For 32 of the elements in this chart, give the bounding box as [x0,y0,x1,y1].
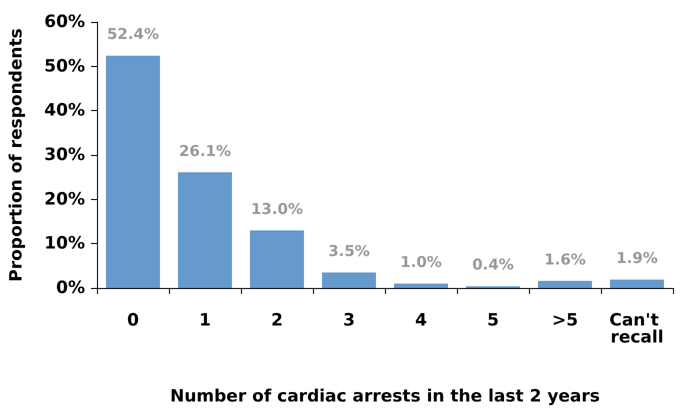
data-label: 52.4% [106,25,160,44]
data-label: 13.0% [250,200,304,218]
x-tick-label: 5 [487,310,499,330]
data-label: 0.4% [472,256,514,274]
data-label: 1.0% [400,253,442,272]
data-label: 1.6% [544,250,586,268]
data-label: 3.5% [328,242,370,260]
bar [394,284,448,288]
y-tick-label: 30% [44,145,85,165]
x-tick-label: Can't recall [609,310,665,348]
bar [610,280,664,288]
x-tick-label: 1 [199,310,211,330]
bar [250,230,304,288]
bar [322,272,376,288]
x-tick-label: 2 [271,310,283,330]
y-tick-label: 0% [56,278,85,298]
x-tick-label: 3 [343,310,355,330]
data-label: 1.9% [616,249,658,268]
y-tick-label: 20% [44,189,85,210]
x-axis-title: Number of cardiac arrests in the last 2 years [170,386,600,406]
y-tick-label: 40% [44,100,85,121]
y-axis-title: Proportion of respondents [6,28,26,282]
bar [178,172,232,288]
data-label: 26.1% [178,142,232,160]
bar [106,56,160,288]
y-tick-label: 10% [44,234,85,254]
x-tick-label: >5 [552,310,578,330]
x-tick-label: 4 [415,310,428,330]
y-tick-label: 50% [44,56,85,76]
bar [538,280,592,288]
y-tick-label: 60% [44,12,85,32]
x-tick-label: 0 [127,310,140,330]
